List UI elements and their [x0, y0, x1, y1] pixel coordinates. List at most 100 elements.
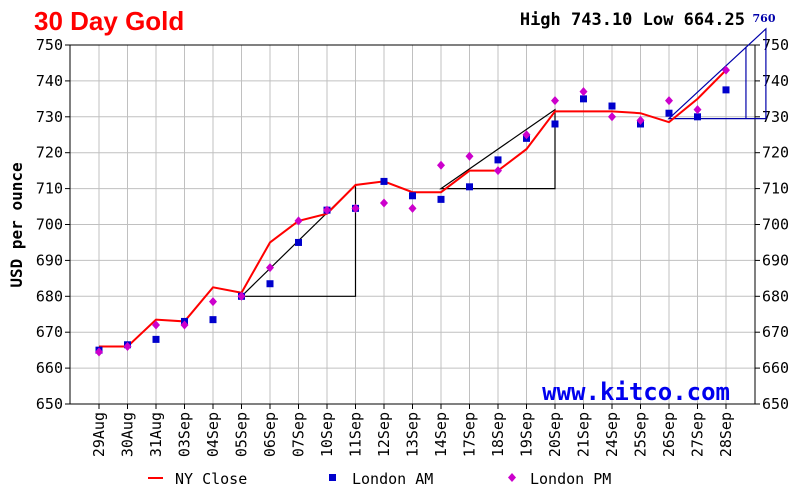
series-ny-close-line	[99, 69, 727, 348]
point-london-am	[409, 192, 416, 200]
y-ticks-left: 650 660 670 680 690 700 710 720 730 740 750	[36, 36, 70, 413]
point-london-pm	[123, 342, 132, 352]
point-london-pm	[722, 65, 730, 75]
x-tick-label: 11Sep	[347, 412, 365, 457]
point-london-pm	[209, 297, 217, 307]
x-tick-label: 03Sep	[176, 412, 194, 457]
point-london-pm	[636, 115, 645, 125]
point-london-am	[694, 113, 701, 121]
y-tick-label-right: 710	[762, 180, 789, 198]
point-london-pm	[494, 166, 502, 176]
y-tick-label-left: 710	[36, 180, 63, 198]
x-tick-label: 04Sep	[204, 412, 222, 457]
x-tick-label: 25Sep	[632, 412, 650, 457]
watermark: www.kitco.com	[542, 378, 730, 406]
point-london-am	[466, 183, 473, 191]
point-london-am	[665, 109, 673, 117]
x-tick-label: 29Aug	[90, 412, 108, 457]
y-tick-label-right: 720	[762, 144, 789, 162]
legend-label-ny-close: NY Close	[175, 470, 247, 488]
y-tick-label-right: 700	[762, 216, 789, 234]
x-tick-label: 07Sep	[290, 412, 308, 457]
y-tick-label-right: 680	[762, 287, 789, 305]
y-tick-label-left: 690	[36, 251, 63, 269]
y-tick-label-right: 650	[762, 395, 789, 413]
point-london-am	[295, 238, 302, 246]
y-axis-label: USD per ounce	[7, 162, 26, 287]
y-tick-label-right: 690	[762, 251, 789, 269]
point-london-pm	[665, 96, 673, 106]
point-london-pm	[294, 216, 303, 226]
x-tick-label: 28Sep	[717, 412, 735, 457]
point-london-pm	[437, 160, 445, 170]
x-tick-label: 12Sep	[375, 412, 393, 457]
y-tick-label-left: 740	[36, 72, 63, 90]
point-london-pm	[323, 205, 331, 215]
x-tick-label: 24Sep	[603, 412, 621, 457]
x-tick-label: 13Sep	[404, 412, 422, 457]
point-london-pm	[608, 112, 616, 122]
y-tick-label-left: 680	[36, 287, 63, 305]
y-tick-label-right: 660	[762, 359, 789, 377]
x-tick-label: 30Aug	[119, 412, 137, 457]
point-london-am	[437, 195, 445, 203]
legend: NY Close London AM London PM	[148, 470, 611, 488]
x-tick-label: 21Sep	[575, 412, 593, 457]
y-tick-label-right: 740	[762, 72, 789, 90]
y-tick-label-right: 730	[762, 108, 789, 126]
point-london-am	[494, 156, 502, 164]
high-low-readout: High 743.10 Low 664.25	[520, 10, 745, 30]
point-london-am	[580, 95, 587, 103]
point-london-am	[722, 86, 730, 94]
legend-swatch-london-pm	[508, 473, 516, 482]
x-tick-label: 10Sep	[318, 412, 336, 457]
x-ticks: 29Aug 30Aug 31Aug 03Sep 04Sep 05Sep 06Sep 07Sep…	[90, 404, 735, 457]
point-london-am	[551, 120, 559, 128]
y-ticks-right: 650 660 670 680 690 700 710 720 730 740 750	[755, 36, 789, 413]
point-london-pm	[522, 130, 531, 140]
y-tick-label-left: 750	[36, 36, 63, 54]
x-tick-label: 31Aug	[147, 412, 165, 457]
y-tick-label-left: 670	[36, 323, 63, 341]
point-london-pm	[693, 105, 702, 115]
y-tick-label-left: 650	[36, 395, 63, 413]
legend-swatch-london-am	[329, 474, 336, 481]
point-london-am	[209, 316, 217, 324]
point-london-pm	[95, 347, 103, 357]
point-london-pm	[152, 320, 160, 330]
x-tick-label: 26Sep	[660, 412, 678, 457]
x-tick-label: 27Sep	[689, 412, 707, 457]
x-tick-label: 06Sep	[261, 412, 279, 457]
point-london-am	[266, 280, 274, 288]
trend-triangle-3	[667, 27, 767, 120]
annotation-label: 760	[753, 12, 776, 25]
x-tick-label: 19Sep	[518, 412, 536, 457]
y-tick-label-left: 660	[36, 359, 63, 377]
y-tick-label-left: 700	[36, 216, 63, 234]
point-london-pm	[180, 320, 189, 330]
point-london-pm	[380, 198, 388, 208]
point-london-am	[608, 102, 616, 110]
point-london-pm	[408, 203, 417, 213]
series-layer	[95, 65, 730, 357]
point-london-pm	[351, 203, 360, 213]
y-tick-label-left: 730	[36, 108, 63, 126]
trend-triangle-2	[439, 108, 556, 190]
point-london-pm	[266, 263, 274, 273]
point-london-pm	[579, 87, 588, 97]
legend-label-london-am: London AM	[352, 470, 433, 488]
x-tick-label: 18Sep	[489, 412, 507, 457]
trend-lines	[240, 27, 767, 297]
y-tick-label-right: 750	[762, 36, 789, 54]
x-tick-label: 14Sep	[432, 412, 450, 457]
x-tick-label: 20Sep	[546, 412, 564, 457]
y-tick-label-left: 720	[36, 144, 63, 162]
point-london-pm	[551, 96, 559, 106]
x-tick-label: 17Sep	[461, 412, 479, 457]
point-london-am	[152, 335, 160, 343]
x-tick-label: 05Sep	[233, 412, 251, 457]
point-london-pm	[465, 151, 474, 161]
point-london-pm	[237, 291, 246, 301]
point-london-am	[380, 177, 388, 185]
